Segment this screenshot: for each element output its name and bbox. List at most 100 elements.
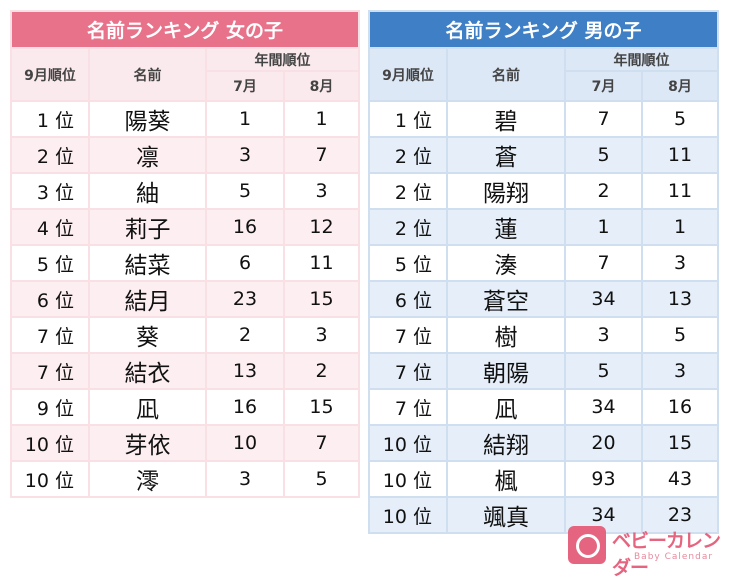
august-rank-cell: 11: [640, 172, 720, 210]
table-row: 6 位蒼空 34 13: [368, 280, 720, 318]
july-rank-cell: 16: [205, 388, 285, 426]
name-cell: 陽葵: [88, 100, 207, 138]
july-rank-cell: 5: [564, 352, 643, 390]
rank-cell: 6 位: [368, 280, 448, 318]
july-rank-cell: 13: [205, 352, 285, 390]
header-august: 8月: [640, 70, 720, 102]
july-rank-cell: 23: [205, 280, 285, 318]
logo-text-jp: ベビーカレンダー: [612, 530, 721, 579]
july-rank-cell: 3: [205, 460, 285, 498]
table-row: 2 位陽翔 2 11: [368, 172, 720, 210]
table-row: 1 位陽葵 1 1: [10, 100, 361, 138]
rank-cell: 4 位: [10, 208, 90, 246]
boys-table-title: 名前ランキング 男の子: [367, 10, 720, 49]
august-rank-cell: 11: [282, 244, 361, 282]
rank-cell: 10 位: [368, 424, 448, 462]
august-rank-cell: 43: [640, 460, 720, 498]
name-cell: 紬: [88, 172, 207, 210]
girls-ranking-table: 名前ランキング 女の子 9月順位 名前 年間順位 7月 8月 1 位陽葵 1 1 2 …: [9, 10, 361, 498]
table-row: 4 位莉子 16 12: [10, 208, 361, 246]
august-rank-cell: 11: [640, 136, 720, 174]
rank-cell: 1 位: [10, 100, 90, 138]
august-rank-cell: 15: [282, 388, 361, 426]
august-rank-cell: 1: [640, 208, 720, 246]
august-rank-cell: 12: [282, 208, 361, 246]
name-cell: 朝陽: [446, 352, 566, 390]
august-rank-cell: 7: [282, 136, 361, 174]
table-row: 7 位凪 34 16: [368, 388, 720, 426]
name-cell: 樹: [446, 316, 566, 354]
name-cell: 凪: [446, 388, 566, 426]
july-rank-cell: 7: [564, 244, 643, 282]
header-september-rank: 9月順位: [10, 47, 90, 102]
august-rank-cell: 3: [282, 172, 361, 210]
name-cell: 楓: [446, 460, 566, 498]
table-row: 6 位結月 23 15: [10, 280, 361, 318]
header-july: 7月: [205, 70, 285, 102]
rank-cell: 5 位: [10, 244, 90, 282]
rank-cell: 10 位: [10, 460, 90, 498]
name-cell: 結衣: [88, 352, 207, 390]
name-cell: 凪: [88, 388, 207, 426]
august-rank-cell: 1: [282, 100, 361, 138]
rank-cell: 7 位: [368, 388, 448, 426]
table-row: 10 位結翔 20 15: [368, 424, 720, 462]
rank-cell: 2 位: [368, 136, 448, 174]
rank-cell: 7 位: [10, 316, 90, 354]
name-cell: 結菜: [88, 244, 207, 282]
july-rank-cell: 93: [564, 460, 643, 498]
july-rank-cell: 1: [564, 208, 643, 246]
name-cell: 澪: [88, 460, 207, 498]
header-september-rank: 9月順位: [368, 47, 448, 102]
august-rank-cell: 15: [282, 280, 361, 318]
july-rank-cell: 34: [564, 388, 643, 426]
august-rank-cell: 5: [282, 460, 361, 498]
july-rank-cell: 1: [205, 100, 285, 138]
rank-cell: 10 位: [368, 496, 448, 534]
august-rank-cell: 16: [640, 388, 720, 426]
name-cell: 陽翔: [446, 172, 566, 210]
august-rank-cell: 5: [640, 316, 720, 354]
name-cell: 蒼空: [446, 280, 566, 318]
rank-cell: 7 位: [368, 352, 448, 390]
rank-cell: 10 位: [368, 460, 448, 498]
july-rank-cell: 3: [564, 316, 643, 354]
july-rank-cell: 7: [564, 100, 643, 138]
august-rank-cell: 3: [640, 352, 720, 390]
rank-cell: 7 位: [10, 352, 90, 390]
rank-cell: 6 位: [10, 280, 90, 318]
baby-calendar-logo: ベビーカレンダー Baby Calendar: [568, 524, 730, 579]
table-row: 10 位芽依 10 7: [10, 424, 361, 462]
august-rank-cell: 3: [640, 244, 720, 282]
name-cell: 芽依: [88, 424, 207, 462]
rank-cell: 2 位: [368, 172, 448, 210]
table-row: 5 位結菜 6 11: [10, 244, 361, 282]
rank-cell: 2 位: [368, 208, 448, 246]
august-rank-cell: 7: [282, 424, 361, 462]
july-rank-cell: 5: [205, 172, 285, 210]
name-cell: 結翔: [446, 424, 566, 462]
name-cell: 蓮: [446, 208, 566, 246]
rank-cell: 3 位: [10, 172, 90, 210]
name-cell: 葵: [88, 316, 207, 354]
logo-text-en: Baby Calendar: [634, 552, 714, 562]
july-rank-cell: 5: [564, 136, 643, 174]
header-name: 名前: [446, 47, 566, 102]
table-row: 7 位結衣 13 2: [10, 352, 361, 390]
rank-cell: 10 位: [10, 424, 90, 462]
august-rank-cell: 15: [640, 424, 720, 462]
july-rank-cell: 16: [205, 208, 285, 246]
name-cell: 莉子: [88, 208, 207, 246]
august-rank-cell: 3: [282, 316, 361, 354]
name-cell: 湊: [446, 244, 566, 282]
header-annual-rank: 年間順位: [563, 47, 720, 72]
july-rank-cell: 10: [205, 424, 285, 462]
august-rank-cell: 13: [640, 280, 720, 318]
